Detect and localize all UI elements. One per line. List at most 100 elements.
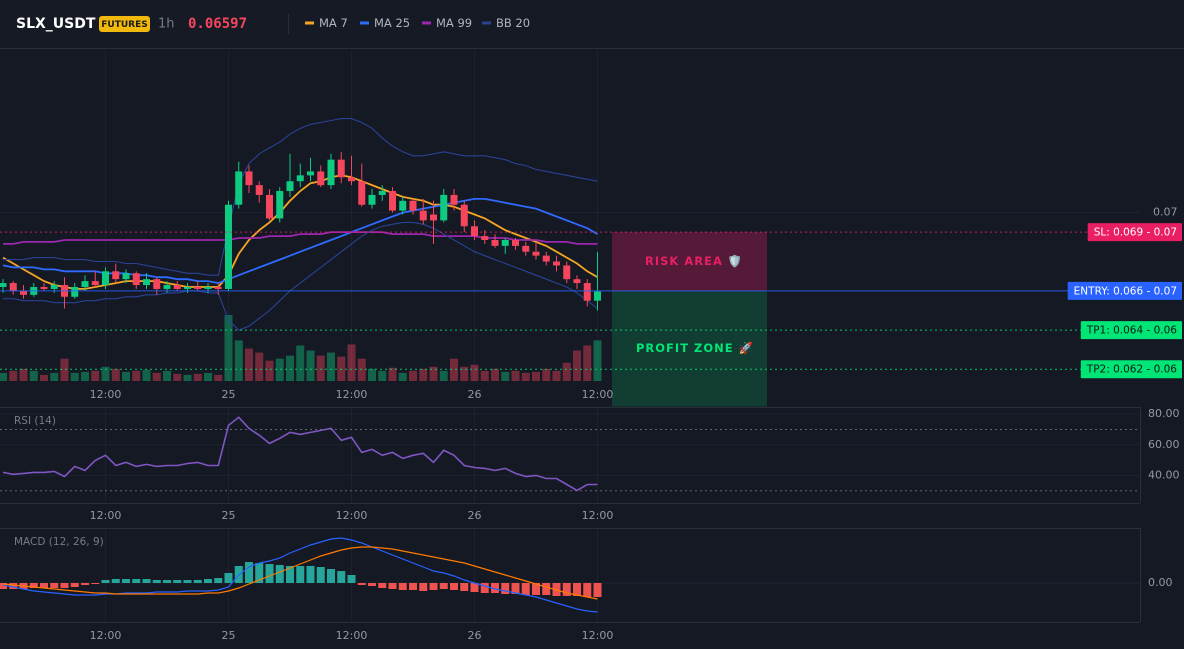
volume-bar xyxy=(245,348,253,381)
macd-histogram-bar xyxy=(357,583,366,585)
candle-body xyxy=(194,286,202,289)
candle-body xyxy=(214,286,222,289)
candle-body xyxy=(440,194,448,221)
volume-bar xyxy=(511,370,520,381)
interval: 1h xyxy=(158,17,175,32)
last-price: 0.06597 xyxy=(188,16,247,32)
candle-body xyxy=(542,255,550,262)
volume-bar xyxy=(450,358,458,381)
volume-bar xyxy=(583,345,592,381)
volume-bar xyxy=(111,368,120,381)
indicator-line xyxy=(3,231,598,245)
macd-histogram-bar xyxy=(450,583,458,590)
macd-histogram-bar xyxy=(532,583,540,595)
volume-bar xyxy=(234,340,243,381)
macd-histogram-bar xyxy=(255,563,264,583)
volume-bar xyxy=(183,374,192,381)
volume-bar xyxy=(91,370,100,381)
panel-title: RSI (14) xyxy=(14,415,56,427)
macd-line xyxy=(2,537,598,613)
macd-histogram-bar xyxy=(398,583,407,590)
x-tick-label: 25 xyxy=(222,388,236,401)
volume-bar xyxy=(388,367,397,381)
macd-histogram-bar xyxy=(40,583,48,588)
symbol: SLX_USDT xyxy=(16,16,96,32)
signal-line xyxy=(2,546,598,600)
candle-body xyxy=(245,171,253,186)
volume-bar xyxy=(552,370,561,381)
macd-histogram-bar xyxy=(521,583,530,595)
volume-bar xyxy=(532,371,540,381)
candle-body xyxy=(112,271,120,280)
volume-bar xyxy=(593,340,602,381)
volume-bar xyxy=(316,355,325,381)
macd-histogram-bar xyxy=(101,580,110,583)
volume-bar xyxy=(327,352,335,381)
candle-body xyxy=(40,286,48,289)
macd-histogram-bar xyxy=(183,580,192,583)
volume-bar xyxy=(501,371,510,381)
rsi-line xyxy=(2,416,598,492)
indicator-line xyxy=(3,118,598,276)
legend-label: BB 20 xyxy=(496,16,530,30)
volume-bar xyxy=(40,374,48,381)
legend-label: MA 7 xyxy=(319,16,348,30)
macd-histogram-bar xyxy=(480,583,489,593)
y-tick-label: 40.00 xyxy=(1148,468,1180,481)
candle-body xyxy=(153,279,161,289)
candle-body xyxy=(553,261,560,266)
volume-bar xyxy=(429,366,438,381)
macd-histogram-bar xyxy=(0,583,7,589)
legend-label: MA 99 xyxy=(436,16,472,30)
macd-histogram-bar xyxy=(142,579,151,583)
candle-body xyxy=(512,239,519,246)
x-tick-label: 12:00 xyxy=(90,509,122,522)
macd-histogram-bar xyxy=(501,583,510,594)
volume-bar xyxy=(29,370,38,381)
candle-body xyxy=(399,200,407,211)
macd-histogram-bar xyxy=(593,583,602,597)
candle-body xyxy=(81,281,89,287)
volume-bar xyxy=(132,370,141,381)
candle-body xyxy=(296,175,304,182)
volume-bar xyxy=(81,371,89,381)
x-tick-label: 12:00 xyxy=(90,629,122,642)
macd-histogram-bar xyxy=(388,583,397,589)
macd-histogram-bar xyxy=(152,580,161,583)
candle-body xyxy=(50,285,58,289)
macd-histogram-bar xyxy=(511,583,520,594)
candle-body xyxy=(132,273,140,286)
level-label: TP1: 0.064 - 0.06 xyxy=(1086,325,1178,337)
candle-body xyxy=(563,265,571,280)
y-tick-label: 0.00 xyxy=(1148,576,1173,589)
volume-bar xyxy=(255,352,264,381)
candle-body xyxy=(573,279,581,284)
macd-histogram-bar xyxy=(245,562,253,583)
volume-bar xyxy=(101,366,110,381)
candle-body xyxy=(91,281,99,286)
volume-bar xyxy=(265,360,274,381)
candle-body xyxy=(348,177,355,182)
volume-bar xyxy=(419,368,428,381)
x-tick-label: 12:00 xyxy=(582,629,614,642)
candle-body xyxy=(286,181,294,192)
candle-body xyxy=(307,171,314,176)
candle-body xyxy=(173,285,181,289)
candle-body xyxy=(0,283,7,287)
volume-bar xyxy=(163,370,171,381)
volume-bar xyxy=(398,372,407,381)
macd-histogram-bar xyxy=(470,583,479,592)
candle-body xyxy=(419,210,427,221)
volume-bar xyxy=(0,372,7,381)
macd-histogram-bar xyxy=(419,583,428,591)
volume-bar xyxy=(306,350,315,381)
macd-histogram-bar xyxy=(460,583,469,591)
x-tick-label: 26 xyxy=(468,388,482,401)
macd-histogram-bar xyxy=(29,583,38,588)
volume-bar xyxy=(470,364,479,381)
macd-histogram-bar xyxy=(132,579,141,583)
level-label-bg xyxy=(1067,281,1182,300)
candle-body xyxy=(20,290,27,295)
header-bar xyxy=(0,0,1184,48)
x-tick-label: 12:00 xyxy=(582,509,614,522)
